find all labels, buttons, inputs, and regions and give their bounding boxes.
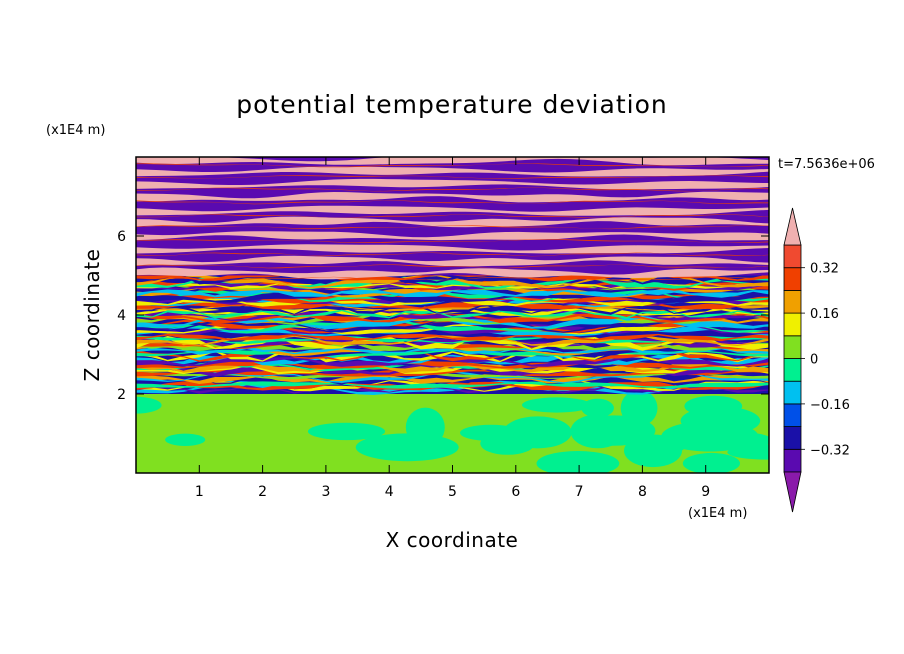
middle-layer-band <box>136 354 769 366</box>
upper-layer-band <box>136 191 769 203</box>
colorbar-box <box>783 358 802 382</box>
middle-layer-band <box>136 282 769 291</box>
colorbar-box <box>783 312 802 337</box>
colorbar-box <box>783 403 802 427</box>
lower-layer-blob <box>522 397 592 413</box>
lower-layer-blob <box>480 432 535 455</box>
y-tick-label: 2 <box>117 387 126 403</box>
y-axis-ticks: 2 4 6 <box>117 229 769 403</box>
middle-layer-band <box>136 304 769 315</box>
lower-layer-blob <box>620 390 658 427</box>
middle-layer-band <box>136 319 769 333</box>
middle-layer-band <box>136 342 769 357</box>
middle-layer-band <box>136 283 769 290</box>
x-tick-label: 8 <box>638 484 647 500</box>
upper-layer-band-edge <box>136 175 769 179</box>
middle-layer-band <box>136 297 769 307</box>
middle-layer-band <box>136 320 769 334</box>
x-tick-label: 6 <box>511 484 520 500</box>
middle-layer-band <box>136 289 769 303</box>
y-tick-label: 6 <box>117 229 126 245</box>
plot-area <box>136 157 769 473</box>
x-tick-label: 4 <box>385 484 394 500</box>
middle-layer-band <box>136 333 769 342</box>
colorbar-tick-label: 0.32 <box>810 262 839 277</box>
middle-layer-band <box>136 349 769 357</box>
lower-layer-blob <box>405 407 445 447</box>
colorbar-tick-label: −0.32 <box>810 443 850 458</box>
middle-layer-band <box>136 349 769 362</box>
middle-layer-band <box>136 355 769 367</box>
lower-layer-blob <box>307 422 386 441</box>
colorbar-box <box>783 448 802 473</box>
middle-layer-band <box>136 372 769 380</box>
middle-layer-band <box>136 372 769 386</box>
upper-layer-band-edge <box>136 239 769 243</box>
upper-layer-band-edge <box>136 163 769 168</box>
middle-layer-band <box>136 288 769 298</box>
x-tick-label: 2 <box>258 484 267 500</box>
x-unit-label: (x1E4 m) <box>688 506 747 521</box>
chart-title: potential temperature deviation <box>236 90 667 119</box>
colorbar-bottom-arrow <box>783 471 802 513</box>
colorbar-tick-label: −0.16 <box>810 398 850 413</box>
x-tick-label: 1 <box>195 484 204 500</box>
upper-layer-band-edge <box>136 264 769 269</box>
upper-layer-band <box>136 267 769 280</box>
middle-layer-band <box>136 371 769 384</box>
upper-layer-band <box>136 255 769 267</box>
upper-layer-band <box>136 231 769 241</box>
middle-layer-band <box>136 381 769 389</box>
lower-layer-blob <box>684 395 743 417</box>
upper-layer-band-edge <box>136 187 769 192</box>
middle-layer-band <box>136 335 769 345</box>
y-unit-label: (x1E4 m) <box>46 123 105 138</box>
middle-layer-band <box>136 309 769 319</box>
middle-layer-band <box>136 385 769 394</box>
upper-layer-band-edge <box>136 200 769 205</box>
upper-layer-band <box>136 244 769 254</box>
y-tick-label: 4 <box>117 308 126 324</box>
middle-layer-band <box>136 326 769 337</box>
lower-layer-blob <box>165 433 206 446</box>
x-axis-label: X coordinate <box>386 528 519 552</box>
upper-layer-band <box>136 205 769 216</box>
x-tick-label: 9 <box>701 484 710 500</box>
upper-layer-band-edge <box>136 276 769 281</box>
lower-layer-blob <box>364 436 422 460</box>
lower-layer-blob <box>136 396 162 414</box>
colorbar-box <box>783 244 802 269</box>
colorbar-tick-label: 0.16 <box>810 307 839 322</box>
colorbar-box <box>783 335 802 359</box>
middle-layer-band <box>136 362 769 374</box>
x-tick-label: 3 <box>321 484 330 500</box>
lower-layer-blob <box>682 452 740 473</box>
colorbar-box <box>783 380 802 405</box>
middle-layer-band <box>136 335 769 346</box>
time-label: t=7.5636e+06 <box>778 157 875 172</box>
upper-layer-band-edge <box>136 225 769 230</box>
x-tick-label: 5 <box>448 484 457 500</box>
colorbar-box <box>783 426 802 450</box>
x-axis-ticks: 1 2 3 4 5 6 7 8 9 <box>195 157 710 500</box>
y-axis-label: Z coordinate <box>80 249 104 382</box>
colorbar-box <box>783 289 802 314</box>
middle-layer-band <box>136 356 769 369</box>
middle-layer-band <box>136 270 769 285</box>
x-tick-label: 7 <box>575 484 584 500</box>
lower-layer-blob <box>536 451 620 473</box>
upper-layer-band <box>136 166 769 177</box>
lower-layer-blob <box>688 431 769 450</box>
colorbar-box <box>783 267 802 291</box>
middle-layer-band <box>136 323 769 335</box>
upper-layer-background <box>136 157 769 276</box>
colorbar-tick-label: 0 <box>810 353 818 368</box>
middle-layer-band <box>136 311 769 325</box>
colorbar-top-arrow <box>783 207 802 246</box>
lower-layer-blob <box>727 445 769 460</box>
upper-layer-band <box>136 178 769 190</box>
upper-layer-band <box>136 216 769 228</box>
colorbar: 0.32 0.16 0 −0.16 −0.32 <box>783 207 850 513</box>
